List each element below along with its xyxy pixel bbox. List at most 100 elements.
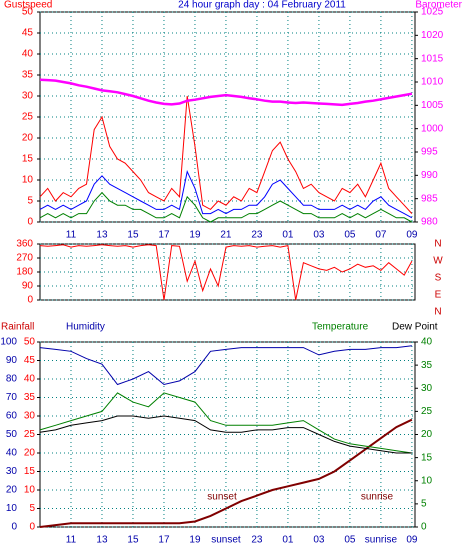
x-tick-label: 09 (406, 535, 418, 546)
direction-label: S (435, 273, 442, 284)
y-tick-label: 5 (421, 499, 427, 510)
chart-title: 24 hour graph day : 04 February 2011 (178, 0, 346, 11)
series-line (39, 415, 412, 454)
x-tick-label: 23 (251, 230, 263, 241)
x-tick-label: 01 (282, 535, 294, 546)
y-tick-label: 985 (421, 193, 438, 204)
x-tick-label: 19 (189, 230, 201, 241)
series-line (39, 418, 413, 528)
y-tick-label: 30 (6, 466, 18, 477)
legend-label: Barometer (415, 0, 462, 11)
y-tick-label: 25 (22, 112, 34, 123)
y-tick-label: 15 (24, 466, 36, 477)
y-tick-label: 40 (24, 374, 36, 385)
y-tick-label: 1025 (421, 7, 444, 18)
x-tick-label: 17 (158, 230, 170, 241)
y-tick-label: 10 (22, 175, 34, 186)
x-tick-label: sunset (211, 535, 241, 546)
y-tick-label: 360 (16, 239, 33, 250)
y-tick-label: 35 (24, 392, 36, 403)
y-tick-label: 45 (24, 355, 36, 366)
legend-label: Gustspeed (4, 0, 52, 11)
y-tick-label: 0 (29, 522, 35, 533)
y-tick-label: 100 (0, 337, 17, 348)
y-tick-label: 10 (421, 475, 433, 486)
y-tick-label: 35 (421, 360, 433, 371)
y-tick-label: 270 (16, 253, 33, 264)
y-tick-label: 45 (22, 28, 34, 39)
y-tick-label: 180 (16, 267, 33, 278)
y-tick-label: 0 (27, 295, 33, 306)
y-tick-label: 1015 (421, 53, 444, 64)
y-tick-label: 980 (421, 217, 438, 228)
x-tick-label: 07 (375, 230, 387, 241)
annotation: sunrise (361, 492, 394, 503)
y-tick-label: 30 (24, 411, 36, 422)
series-line (39, 392, 412, 454)
x-tick-label: 01 (282, 230, 294, 241)
y-tick-label: 25 (421, 406, 433, 417)
direction-label: N (434, 307, 441, 318)
y-tick-label: 25 (24, 429, 36, 440)
y-tick-label: 995 (421, 147, 438, 158)
y-tick-label: 20 (24, 448, 36, 459)
x-tick-label: 05 (344, 535, 356, 546)
y-tick-label: 5 (27, 196, 33, 207)
annotation: sunset (207, 492, 237, 503)
y-tick-label: 30 (22, 91, 34, 102)
y-tick-label: 60 (6, 411, 18, 422)
series-line (39, 191, 413, 223)
y-tick-label: 40 (421, 337, 433, 348)
y-tick-label: 15 (22, 154, 34, 165)
x-tick-label: 11 (66, 230, 77, 241)
y-tick-label: 990 (421, 170, 438, 181)
x-tick-label: 23 (251, 535, 263, 546)
y-tick-label: 90 (6, 355, 18, 366)
x-tick-label: 17 (158, 535, 170, 546)
y-tick-label: 50 (22, 7, 34, 18)
y-tick-label: 90 (22, 281, 34, 292)
y-tick-label: 35 (22, 70, 34, 81)
x-tick-label: 09 (406, 230, 418, 241)
x-tick-label: sunrise (365, 535, 398, 546)
direction-label: E (435, 290, 442, 301)
x-tick-label: 03 (313, 230, 325, 241)
series-line (39, 78, 413, 107)
y-tick-label: 50 (6, 429, 18, 440)
x-tick-label: 11 (66, 535, 77, 546)
y-tick-label: 40 (22, 49, 34, 60)
x-tick-label: 13 (96, 535, 108, 546)
legend-label: Dew Point (392, 322, 438, 333)
y-tick-label: 30 (421, 383, 433, 394)
y-tick-label: 5 (29, 503, 35, 514)
y-tick-label: 20 (6, 485, 18, 496)
legend-label: Temperature (312, 322, 369, 333)
y-tick-label: 20 (22, 133, 34, 144)
y-tick-label: 1000 (421, 123, 444, 134)
series-line (39, 95, 413, 214)
series-line (39, 244, 413, 301)
y-tick-label: 40 (6, 448, 18, 459)
y-tick-label: 70 (6, 392, 18, 403)
y-tick-label: 1010 (421, 77, 444, 88)
x-tick-label: 21 (220, 230, 232, 241)
x-tick-label: 15 (127, 535, 139, 546)
x-tick-label: 19 (189, 535, 201, 546)
y-tick-label: 50 (24, 337, 36, 348)
y-tick-label: 20 (421, 429, 433, 440)
x-tick-label: 15 (127, 230, 139, 241)
y-tick-label: 10 (24, 485, 36, 496)
y-tick-label: 1005 (421, 100, 444, 111)
x-tick-label: 03 (313, 535, 325, 546)
y-tick-label: 0 (11, 522, 17, 533)
y-tick-label: 0 (421, 522, 427, 533)
direction-label: N (434, 239, 441, 250)
x-tick-label: 13 (96, 230, 108, 241)
y-tick-label: 0 (27, 217, 33, 228)
x-tick-label: 05 (344, 230, 356, 241)
series-line (39, 170, 413, 219)
y-tick-label: 15 (421, 452, 433, 463)
y-tick-label: 80 (6, 374, 18, 385)
